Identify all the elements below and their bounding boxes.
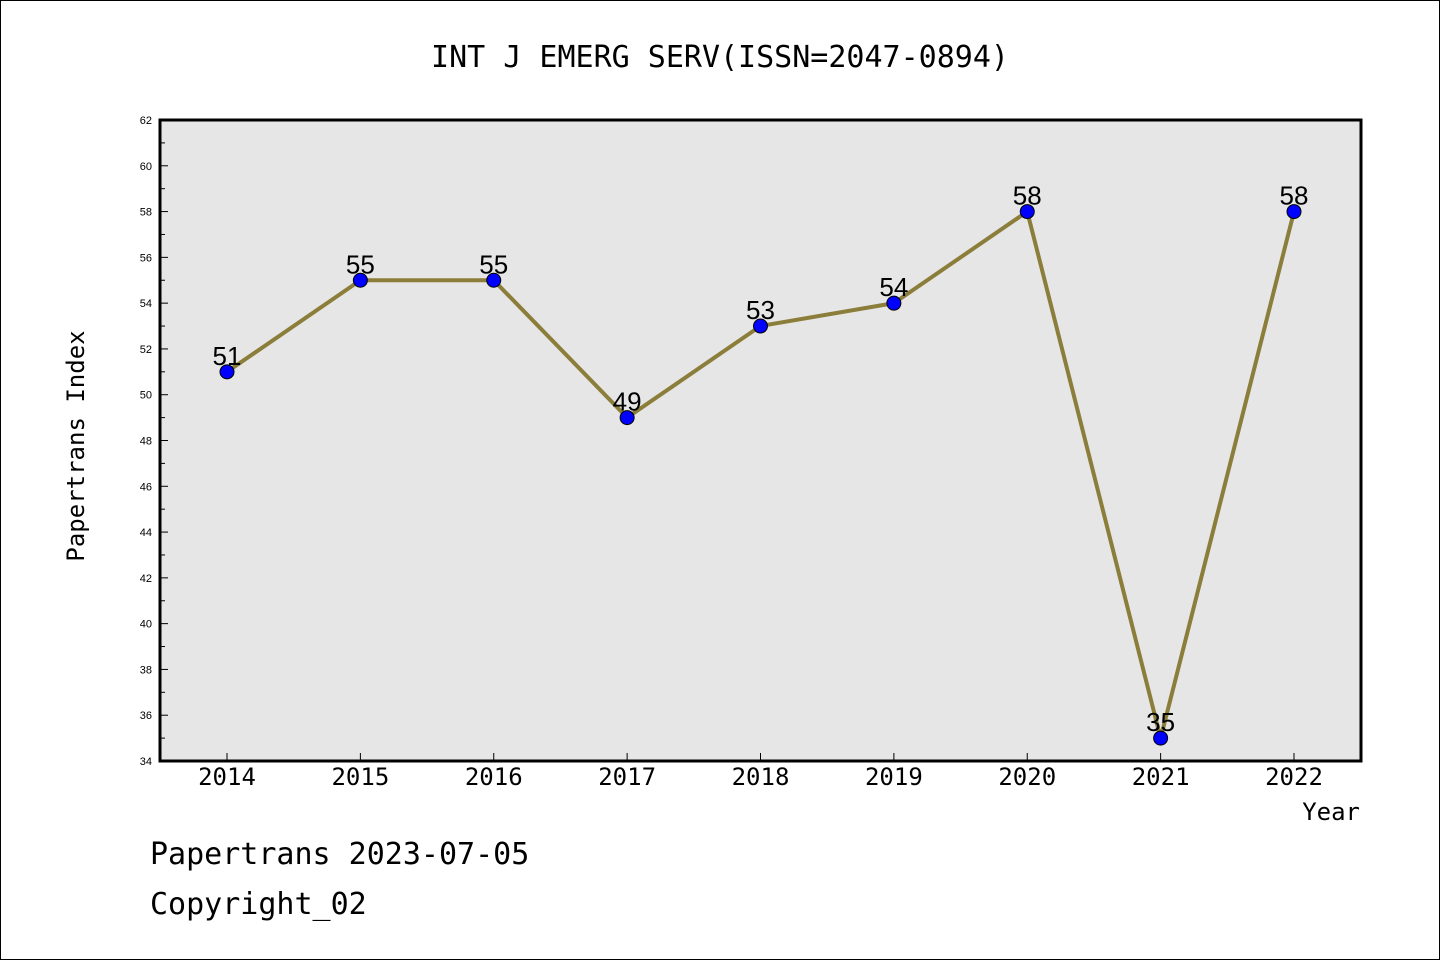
data-label: 49 — [613, 387, 642, 417]
y-tick-label: 38 — [140, 664, 152, 676]
data-label: 55 — [479, 249, 508, 279]
y-tick-label: 42 — [140, 573, 152, 585]
y-tick-label: 34 — [140, 756, 152, 768]
data-label: 53 — [746, 295, 775, 325]
x-tick-label: 2016 — [465, 763, 523, 791]
x-tick-label: 2020 — [998, 763, 1056, 791]
data-label: 58 — [1280, 181, 1309, 211]
x-tick-label: 2019 — [865, 763, 923, 791]
data-point — [352, 272, 368, 288]
x-tick-label: 2014 — [198, 763, 256, 791]
chart-title: INT J EMERG SERV(ISSN=2047-0894) — [431, 40, 1009, 75]
data-point — [753, 318, 768, 334]
plot-border — [158, 118, 1363, 763]
x-axis-label: Year — [1302, 798, 1360, 826]
y-tick-label: 52 — [140, 344, 152, 356]
y-axis-label: Papertrans Index — [62, 330, 90, 561]
data-point — [619, 410, 635, 426]
data-labels: 51 55 55 49 53 54 58 35 58 — [213, 181, 1309, 738]
footer-date: Papertrans 2023-07-05 — [150, 837, 529, 872]
y-tick-label: 44 — [140, 527, 152, 539]
data-label: 35 — [1146, 707, 1175, 737]
footer-copyright: Copyright_02 — [150, 887, 367, 922]
plot-area — [160, 120, 1361, 761]
data-label: 55 — [346, 249, 375, 279]
data-point — [1286, 204, 1302, 220]
series-layer — [219, 204, 1302, 746]
y-axis: 34 36 38 40 42 44 46 48 50 52 54 56 58 60 62 — [140, 115, 168, 768]
y-tick-label: 54 — [140, 298, 152, 310]
x-tick-label: 2021 — [1132, 763, 1190, 791]
data-point — [1019, 204, 1035, 220]
data-point — [219, 364, 235, 380]
data-point — [486, 272, 502, 288]
x-tick-label: 2017 — [598, 763, 656, 791]
data-label: 58 — [1013, 181, 1042, 211]
data-point — [886, 295, 902, 311]
y-tick-label: 56 — [140, 252, 152, 264]
y-tick-label: 58 — [140, 207, 152, 219]
y-tick-label: 46 — [140, 481, 152, 493]
y-tick-label: 62 — [140, 115, 152, 127]
x-tick-label: 2018 — [732, 763, 790, 791]
data-label: 51 — [213, 341, 242, 371]
y-tick-label: 60 — [140, 161, 152, 173]
y-tick-label: 48 — [140, 436, 152, 448]
x-tick-label: 2022 — [1265, 763, 1323, 791]
data-label: 54 — [879, 272, 908, 302]
y-tick-label: 50 — [140, 390, 152, 402]
x-tick-label: 2015 — [331, 763, 389, 791]
data-point — [1153, 730, 1169, 746]
y-tick-label: 40 — [140, 619, 152, 631]
y-tick-label: 36 — [140, 710, 152, 722]
x-axis: 2014 2015 2016 2017 2018 2019 2020 2021 2022 — [198, 753, 1323, 791]
